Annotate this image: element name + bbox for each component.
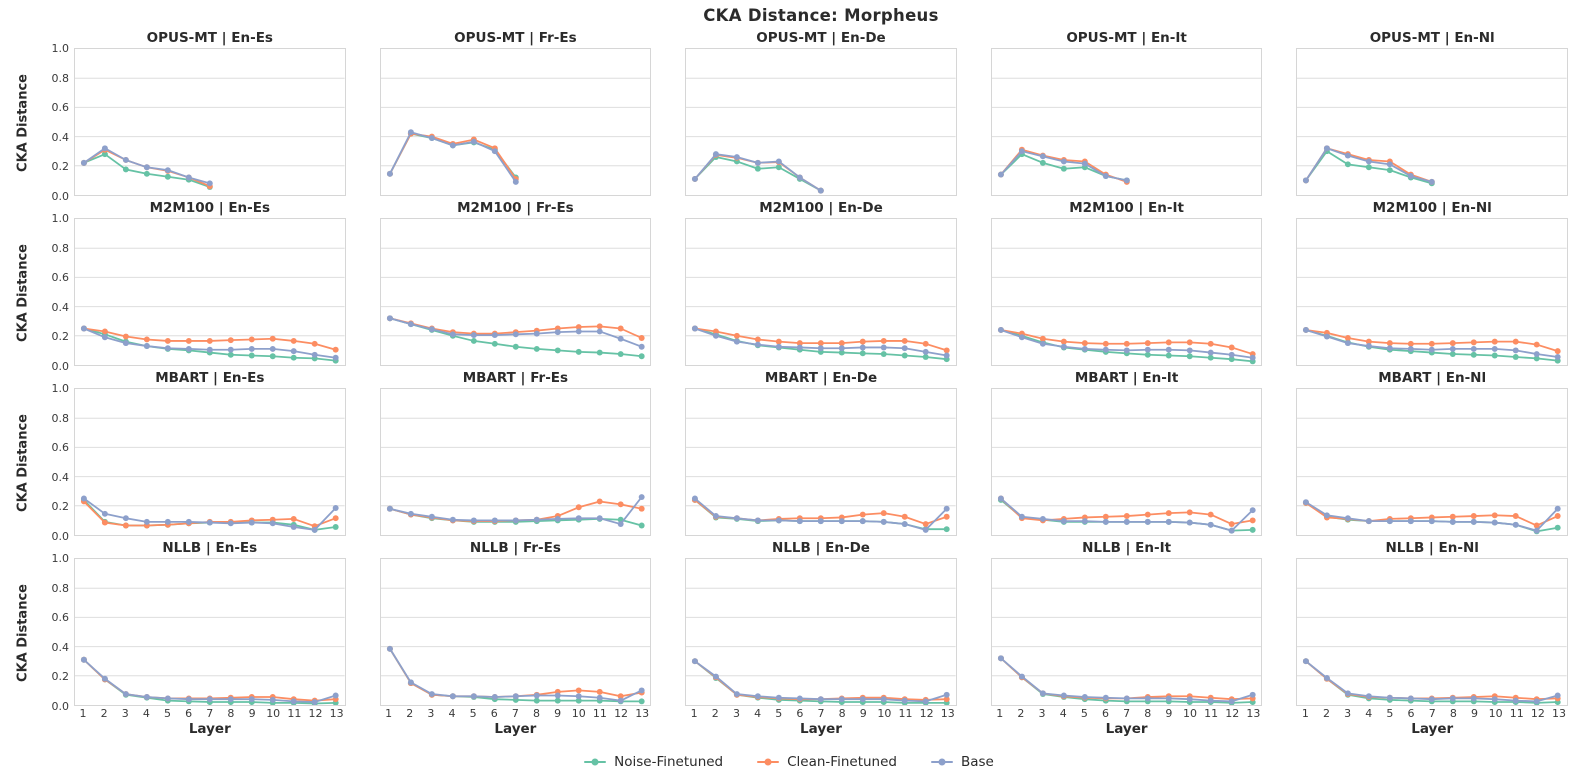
line-marker-icon (584, 758, 607, 766)
line-marker-icon (757, 758, 780, 766)
plot-area (379, 48, 652, 196)
subplot-title: M2M100 | Fr-Es (457, 200, 574, 216)
plot-area (1296, 388, 1568, 536)
subplot-m2m100-en-it: M2M100 | En-It (990, 198, 1263, 366)
plot-area: 1.0 0.8 0.6 0.4 0.2 0.0 CKA Distance (16, 553, 346, 713)
subplot-title: NLLB | Fr-Es (469, 540, 561, 556)
subplot-title: OPUS-MT | En-It (1066, 30, 1187, 46)
plot-area (1296, 218, 1568, 366)
legend-item-clean-finetuned: Clean-Finetuned (757, 754, 897, 770)
subplot-opus-mt-en-de: OPUS-MT | En-De (685, 28, 957, 196)
subplot-title: MBART | En-It (1074, 370, 1179, 386)
subplot-title: MBART | En-De (764, 370, 878, 386)
x-axis-ticks: 1 2 3 4 5 6 7 8 9 10 11 12 13 (996, 707, 1261, 720)
subplot-title: OPUS-MT | En-De (756, 30, 886, 46)
subplot-mbart-en-nl: MBART | En-Nl (1296, 368, 1568, 536)
y-axis-label: CKA Distance (15, 414, 31, 512)
subplot-title: M2M100 | En-De (759, 200, 883, 216)
subplot-title: OPUS-MT | En-Es (146, 30, 273, 46)
plot-area (379, 558, 652, 706)
legend: Noise-Finetuned Clean-Finetuned Base (0, 751, 1578, 773)
subplot-title: NLLB | En-Es (162, 540, 258, 556)
plot-area (990, 388, 1263, 536)
subplot-m2m100-fr-es: M2M100 | Fr-Es (379, 198, 652, 366)
subplot-title: NLLB | En-De (772, 540, 870, 556)
plot-area: 1.0 0.8 0.6 0.4 0.2 0.0 CKA Distance (16, 43, 346, 203)
legend-item-noise-finetuned: Noise-Finetuned (584, 754, 723, 770)
plot-area: 1.0 0.8 0.6 0.4 0.2 0.0 CKA Distance (16, 213, 346, 373)
plot-area: 1.0 0.8 0.6 0.4 0.2 0.0 CKA Distance (16, 383, 346, 543)
x-axis-ticks: 1 2 3 4 5 6 7 8 9 10 11 12 13 (690, 707, 955, 720)
subplot-title: MBART | En-Es (155, 370, 265, 386)
plot-area (379, 388, 652, 536)
subplot-mbart-en-it: MBART | En-It (990, 368, 1263, 536)
figure-title: CKA Distance: Morpheus (703, 6, 939, 25)
subplot-grid: OPUS-MT | En-Es 1.0 0.8 0.6 0.4 0.2 0.0 CKA Dis… (16, 28, 1568, 739)
x-axis-ticks: 1 2 3 4 5 6 7 8 9 10 11 12 13 (79, 707, 344, 720)
plot-area (685, 48, 957, 196)
plot-area (990, 48, 1263, 196)
subplot-title: NLLB | En-Nl (1385, 540, 1479, 556)
x-axis-ticks: 1 2 3 4 5 6 7 8 9 10 11 12 13 (1301, 707, 1566, 720)
plot-area (1296, 48, 1568, 196)
subplot-nllb-en-it: NLLB | En-It 1 2 3 4 5 6 7 8 9 10 11 12 13 Layer (990, 538, 1263, 739)
subplot-nllb-en-es: NLLB | En-Es 1.0 0.8 0.6 0.4 0.2 0.0 CKA Distan… (16, 538, 346, 739)
plot-area (990, 558, 1263, 706)
y-axis-label: CKA Distance (15, 584, 31, 682)
subplot-title: M2M100 | En-Nl (1372, 200, 1492, 216)
subplot-title: OPUS-MT | En-Nl (1369, 30, 1495, 46)
x-axis-ticks: 1 2 3 4 5 6 7 8 9 10 11 12 13 (385, 707, 650, 720)
x-axis-label: Layer (188, 721, 231, 737)
subplot-nllb-en-nl: NLLB | En-Nl 1 2 3 4 5 6 7 8 9 10 11 12 13 Layer (1296, 538, 1568, 739)
plot-area (379, 218, 652, 366)
subplot-title: MBART | Fr-Es (462, 370, 569, 386)
subplot-opus-mt-fr-es: OPUS-MT | Fr-Es (379, 28, 652, 196)
legend-label: Base (960, 754, 994, 770)
subplot-title: M2M100 | En-It (1069, 200, 1184, 216)
subplot-mbart-en-es: MBART | En-Es 1.0 0.8 0.6 0.4 0.2 0.0 CKA Dista… (16, 368, 346, 543)
subplot-m2m100-en-de: M2M100 | En-De (685, 198, 957, 366)
subplot-title: M2M100 | En-Es (149, 200, 271, 216)
y-axis-label: CKA Distance (15, 244, 31, 342)
subplot-nllb-en-de: NLLB | En-De 1 2 3 4 5 6 7 8 9 10 11 12 13 Layer (685, 538, 957, 739)
subplot-title: MBART | En-Nl (1378, 370, 1487, 386)
plot-area (685, 388, 957, 536)
subplot-mbart-en-de: MBART | En-De (685, 368, 957, 536)
x-axis-label: Layer (1105, 721, 1148, 737)
plot-area (990, 218, 1263, 366)
line-marker-icon (930, 758, 953, 766)
x-axis-label: Layer (800, 721, 842, 737)
x-axis-label: Layer (1411, 721, 1454, 737)
subplot-nllb-fr-es: NLLB | Fr-Es 1 2 3 4 5 6 7 8 9 10 11 12 13 Layer (379, 538, 652, 739)
legend-item-base: Base (930, 754, 994, 770)
subplot-opus-mt-en-it: OPUS-MT | En-It (990, 28, 1263, 196)
subplot-m2m100-en-nl: M2M100 | En-Nl (1296, 198, 1568, 366)
subplot-title: NLLB | En-It (1082, 540, 1172, 556)
subplot-mbart-fr-es: MBART | Fr-Es (379, 368, 652, 536)
legend-label: Noise-Finetuned (614, 754, 724, 770)
y-axis-label: CKA Distance (15, 74, 31, 172)
subplot-opus-mt-en-nl: OPUS-MT | En-Nl (1296, 28, 1568, 196)
x-axis-label: Layer (494, 721, 537, 737)
plot-area (685, 218, 957, 366)
subplot-m2m100-en-es: M2M100 | En-Es 1.0 0.8 0.6 0.4 0.2 0.0 CKA Dist… (16, 198, 346, 373)
subplot-opus-mt-en-es: OPUS-MT | En-Es 1.0 0.8 0.6 0.4 0.2 0.0 CKA Dis… (16, 28, 346, 203)
plot-area (1296, 558, 1568, 706)
plot-area (685, 558, 957, 706)
subplot-title: OPUS-MT | Fr-Es (454, 30, 577, 46)
legend-label: Clean-Finetuned (787, 754, 897, 770)
